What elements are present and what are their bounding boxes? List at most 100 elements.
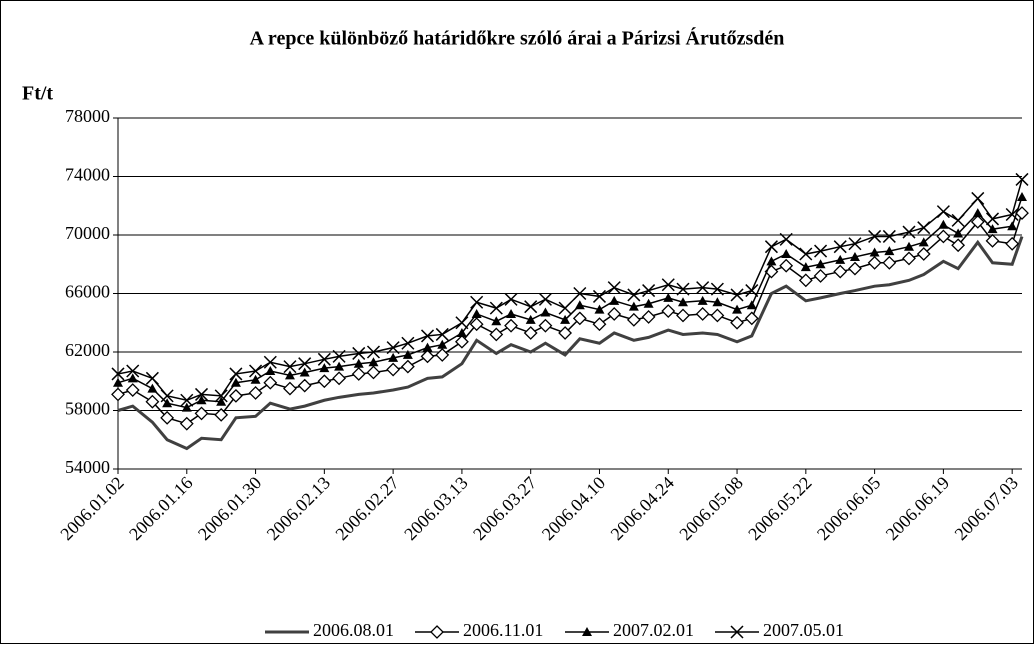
point xyxy=(676,308,690,323)
series-line xyxy=(117,235,1024,451)
point xyxy=(366,345,381,359)
point xyxy=(525,314,536,324)
point xyxy=(799,247,813,261)
point xyxy=(833,240,847,254)
point xyxy=(160,410,175,425)
point xyxy=(111,367,125,381)
point xyxy=(540,307,551,317)
legend-label: 2007.05.01 xyxy=(763,620,844,640)
point xyxy=(283,381,297,396)
point xyxy=(470,295,484,309)
point xyxy=(283,360,297,374)
point xyxy=(745,284,759,298)
point xyxy=(902,225,916,239)
point xyxy=(388,352,399,362)
point xyxy=(573,286,587,301)
point xyxy=(1015,172,1029,186)
point xyxy=(1005,207,1019,222)
point xyxy=(524,300,538,314)
point xyxy=(456,327,467,337)
point xyxy=(179,416,194,431)
point xyxy=(936,229,951,244)
point xyxy=(351,367,366,381)
point xyxy=(317,352,331,366)
point xyxy=(229,367,243,381)
point xyxy=(469,317,484,332)
point xyxy=(317,374,332,389)
point xyxy=(676,282,690,296)
legend-marker xyxy=(730,625,744,639)
point xyxy=(938,219,949,229)
legend-marker xyxy=(430,625,444,639)
point xyxy=(180,393,194,407)
point xyxy=(904,241,914,251)
point xyxy=(454,334,469,349)
point xyxy=(730,288,744,302)
point xyxy=(696,281,710,295)
point xyxy=(145,394,160,409)
legend-marker xyxy=(582,627,592,636)
point xyxy=(420,329,435,343)
point xyxy=(538,292,552,306)
point xyxy=(194,387,209,401)
point xyxy=(230,377,241,387)
point xyxy=(216,396,227,406)
point xyxy=(592,289,607,303)
point xyxy=(147,383,158,393)
point xyxy=(538,318,553,333)
point xyxy=(641,309,656,324)
point xyxy=(263,375,278,390)
point xyxy=(848,237,862,251)
point xyxy=(627,288,641,302)
y-tick-label: 54000 xyxy=(65,457,110,477)
point xyxy=(594,304,605,314)
point xyxy=(250,374,261,384)
point xyxy=(1007,221,1018,231)
y-tick-label: 62000 xyxy=(65,340,110,360)
point xyxy=(162,398,173,408)
y-axis-label: Ft/t xyxy=(22,83,53,105)
point xyxy=(781,249,792,259)
point xyxy=(572,311,587,326)
point xyxy=(145,371,159,385)
point xyxy=(228,388,243,403)
point xyxy=(779,232,793,246)
legend-label: 2007.02.01 xyxy=(613,620,694,640)
point xyxy=(609,295,620,305)
point xyxy=(353,358,364,368)
point xyxy=(953,228,964,238)
point xyxy=(214,407,229,422)
point xyxy=(181,402,192,412)
chart-title: A repce különböző határidőkre szóló árai… xyxy=(250,27,785,50)
point xyxy=(643,298,654,308)
point xyxy=(435,327,449,341)
point xyxy=(661,278,675,292)
y-tick-label: 66000 xyxy=(65,282,110,302)
point xyxy=(917,221,931,235)
y-tick-label: 58000 xyxy=(65,399,110,419)
point xyxy=(386,362,401,377)
point xyxy=(435,348,450,362)
point xyxy=(867,255,882,270)
point xyxy=(196,395,207,405)
point xyxy=(127,373,138,383)
point xyxy=(732,304,743,314)
point xyxy=(160,389,174,403)
point xyxy=(813,269,828,283)
point xyxy=(798,273,813,288)
point xyxy=(971,191,985,205)
point xyxy=(491,316,502,326)
point xyxy=(471,308,482,318)
point xyxy=(849,251,860,261)
point xyxy=(869,247,880,257)
point xyxy=(334,361,345,371)
point xyxy=(697,295,708,305)
point xyxy=(815,259,826,269)
point xyxy=(951,238,966,253)
point xyxy=(951,213,965,227)
point xyxy=(125,383,140,397)
point xyxy=(332,371,347,386)
point xyxy=(401,336,415,350)
